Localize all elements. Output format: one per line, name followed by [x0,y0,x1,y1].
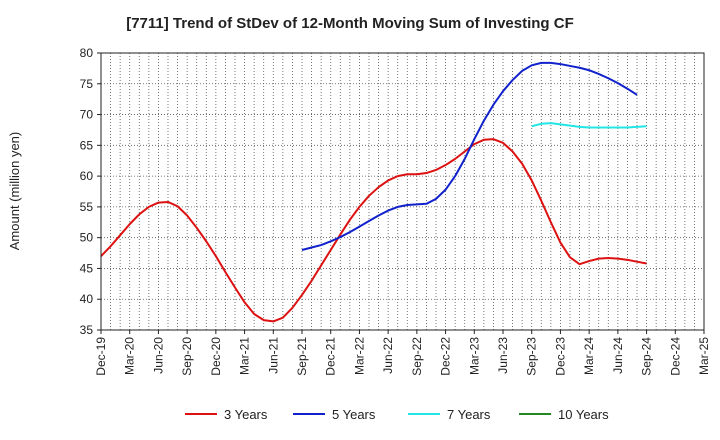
y-tick-label: 40 [80,292,94,306]
x-tick-label: Dec-20 [209,337,223,376]
grid-lines [100,52,705,331]
x-tick-label: Mar-24 [582,337,596,375]
x-tick-label: Sep-22 [410,337,424,376]
y-axis-label: Amount (million yen) [7,132,22,251]
x-tick-label: Jun-21 [266,337,280,374]
x-tick-label: Jun-23 [496,337,510,374]
legend-label: 5 Years [332,407,376,422]
legend-label: 10 Years [558,407,609,422]
legend-label: 3 Years [224,407,268,422]
plot-lines [100,61,647,323]
y-tick-label: 45 [80,261,94,275]
y-tick-label: 50 [80,231,94,245]
x-tick-label: Mar-25 [697,337,711,375]
x-tick-label: Sep-24 [640,337,654,376]
chart-title: [7711] Trend of StDev of 12-Month Moving… [126,15,574,32]
x-tick-label: Dec-23 [553,337,567,376]
series-line-3-years [100,138,647,323]
plot-frame [100,52,705,331]
legend: 3 Years 5 Years 7 Years 10 Years [185,407,609,422]
y-tick-label: 35 [80,323,94,337]
legend-label: 7 Years [447,407,491,422]
x-tick-label: Sep-23 [525,337,539,376]
x-tick-label: Dec-24 [668,337,682,376]
x-tick-label: Dec-21 [324,337,338,376]
y-tick-label: 80 [80,46,94,60]
x-tick-label: Jun-24 [611,337,625,374]
y-tick-label: 65 [80,138,94,152]
y-tick-label: 60 [80,169,94,183]
x-tick-label: Jun-22 [381,337,395,374]
x-tick-label: Sep-20 [180,337,194,376]
series-line-5-years [301,61,638,251]
x-tick-label: Mar-21 [238,337,252,375]
y-tick-label: 55 [80,200,94,214]
y-tick-label: 75 [80,77,94,91]
series-line-7-years [531,122,647,129]
x-tick-label: Sep-21 [295,337,309,376]
x-tick-label: Dec-22 [439,337,453,376]
y-tick-label: 70 [80,108,94,122]
x-tick-label: Mar-23 [467,337,481,375]
y-axis: 35 40 45 50 55 60 65 70 75 80 [80,46,101,337]
x-tick-label: Mar-20 [123,337,137,375]
x-axis: Dec-19 Mar-20 Jun-20 Sep-20 Dec-20 Mar-21 Jun-… [94,330,711,376]
x-tick-label: Mar-22 [352,337,366,375]
x-tick-label: Dec-19 [94,337,108,376]
x-tick-label: Jun-20 [151,337,165,374]
